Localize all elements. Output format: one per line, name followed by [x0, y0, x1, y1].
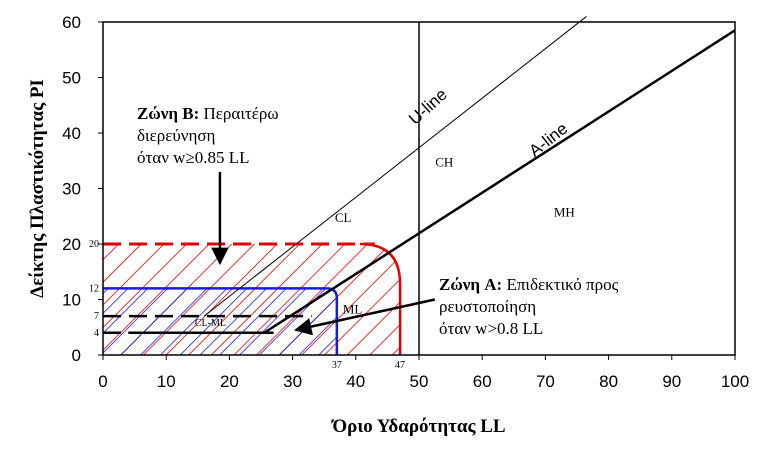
x-axis-title: Όριο Υδαρότητας LL	[330, 416, 505, 437]
x-tick-label: 10	[157, 372, 176, 391]
zone-a-line3: όταν w>0.8 LL	[439, 319, 543, 338]
x-tick-label: 100	[721, 372, 749, 391]
threshold-label-x: 47	[395, 360, 405, 371]
y-tick-label: 50	[62, 69, 81, 88]
x-tick-label: 90	[662, 372, 681, 391]
line-label: U-line	[405, 85, 451, 129]
x-tick-label: 0	[98, 372, 107, 391]
threshold-label-y: 4	[94, 328, 99, 339]
x-tick-label: 70	[536, 372, 555, 391]
x-tick-label: 80	[599, 372, 618, 391]
y-tick-label: 0	[72, 346, 81, 365]
zone-border-zone_a	[326, 287, 339, 355]
y-tick-label: 40	[62, 124, 81, 143]
x-tick-label: 30	[283, 372, 302, 391]
threshold-label-y: 7	[94, 311, 99, 322]
region-label: ML	[343, 301, 363, 316]
zone-b-annotation: Ζώνη B: Περαιτέρω διερεύνηση όταν w≥0.85…	[137, 104, 279, 167]
region-label: CL-ML	[195, 318, 226, 329]
threshold-label-x: 37	[332, 360, 342, 371]
zone-a-title: Ζώνη A: Επιδεκτικό προς	[439, 275, 619, 294]
line-a-line	[128, 29, 736, 335]
zone-a-annotation: Ζώνη A: Επιδεκτικό προς ρευστοποίηση ότα…	[439, 275, 619, 338]
y-axis-title: Δείκτης Πλαστικότητας PI	[27, 79, 48, 298]
zone-b-line3: όταν w≥0.85 LL	[137, 148, 250, 167]
region-label: CL	[335, 210, 352, 225]
ticks-layer: 0 10 20 30 40 50 60 70 80 90 100 0 10 20 30 40 50 60	[62, 13, 749, 391]
y-tick-label: 60	[62, 13, 81, 32]
zone-fill-zone_a	[103, 288, 337, 355]
x-tick-label: 40	[346, 372, 365, 391]
x-tick-label: 20	[220, 372, 239, 391]
threshold-label-y: 20	[89, 239, 99, 250]
threshold-label-y: 12	[89, 283, 99, 294]
y-tick-label: 30	[62, 180, 81, 199]
y-tick-label: 20	[62, 235, 81, 254]
lines-layer	[103, 16, 736, 355]
x-tick-label: 50	[410, 372, 429, 391]
line-u-line	[203, 16, 587, 317]
zone-b-title: Ζώνη B: Περαιτέρω	[137, 104, 279, 123]
region-label: MH	[554, 204, 575, 219]
zone-a-arrow	[294, 298, 436, 336]
zone-b-line2: διερεύνηση	[137, 126, 215, 145]
zones-layer	[103, 242, 402, 355]
y-tick-label: 10	[62, 291, 81, 310]
zone-a-line2: ρευστοποίηση	[439, 297, 536, 316]
x-tick-label: 60	[473, 372, 492, 391]
region-label: CH	[435, 154, 453, 169]
